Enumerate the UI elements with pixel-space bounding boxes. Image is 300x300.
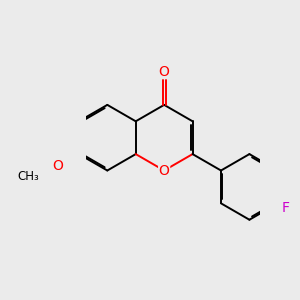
- Text: CH₃: CH₃: [17, 170, 39, 183]
- Text: O: O: [159, 64, 170, 79]
- Text: F: F: [282, 201, 290, 215]
- Text: O: O: [159, 164, 170, 178]
- Text: O: O: [52, 159, 63, 173]
